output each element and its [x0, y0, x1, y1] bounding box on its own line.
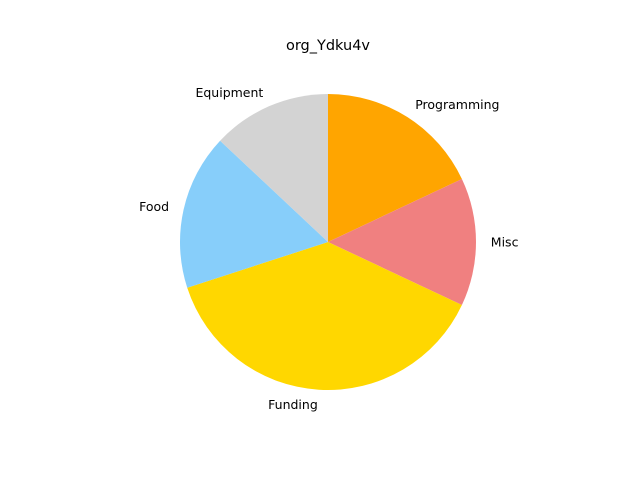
slice-label-equipment: Equipment [195, 85, 263, 100]
slice-label-funding: Funding [268, 397, 318, 412]
chart-title: org_Ydku4v [286, 38, 370, 54]
slice-label-programming: Programming [415, 97, 499, 112]
slice-label-food: Food [139, 199, 169, 214]
slice-label-misc: Misc [491, 235, 519, 250]
pie-slice-programming [328, 94, 462, 242]
pie-slices [179, 94, 476, 390]
pie-slice-food [179, 140, 328, 288]
pie-slice-equipment [220, 94, 328, 242]
pie-slice-funding [187, 242, 462, 390]
pie-slice-labels: Programming Misc Funding Food Equipment [139, 85, 518, 412]
pie-slice-misc [328, 178, 476, 306]
